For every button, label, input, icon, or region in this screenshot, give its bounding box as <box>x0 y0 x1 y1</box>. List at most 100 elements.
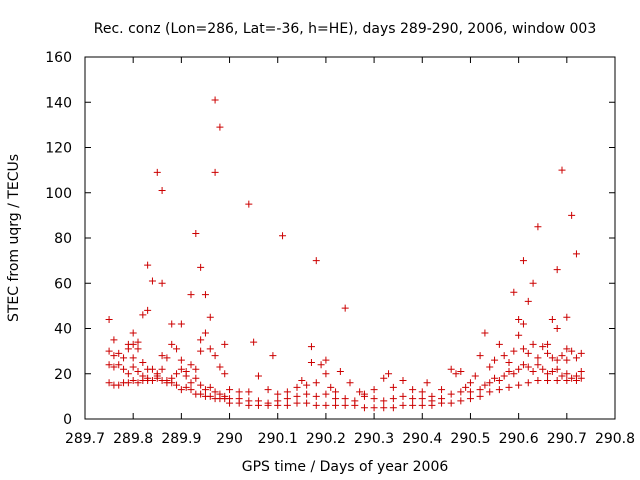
data-point <box>351 401 359 409</box>
data-point <box>544 377 552 385</box>
data-point <box>544 349 552 357</box>
data-point <box>399 377 407 385</box>
x-tick-label: 290.4 <box>402 431 442 447</box>
data-point <box>341 395 349 403</box>
data-point <box>481 329 489 337</box>
data-point <box>187 386 195 394</box>
data-point <box>134 379 142 387</box>
data-point <box>120 354 128 362</box>
data-point <box>491 356 499 364</box>
data-point <box>158 377 166 385</box>
data-point <box>409 401 417 409</box>
data-point <box>168 320 176 328</box>
data-point <box>577 367 585 375</box>
y-tick-label: 100 <box>45 186 72 202</box>
data-point <box>519 320 527 328</box>
y-tick-label: 40 <box>54 322 72 338</box>
data-point <box>409 386 417 394</box>
data-point <box>327 383 335 391</box>
x-tick-label: 290 <box>216 431 243 447</box>
data-point <box>211 352 219 360</box>
data-point <box>380 397 388 405</box>
data-point <box>370 395 378 403</box>
data-point <box>341 401 349 409</box>
data-point <box>298 377 306 385</box>
data-point <box>563 356 571 364</box>
data-point <box>568 347 576 355</box>
data-point <box>539 365 547 373</box>
data-point <box>418 395 426 403</box>
data-point <box>524 349 532 357</box>
data-point <box>254 372 262 380</box>
data-point <box>389 395 397 403</box>
y-tick-label: 160 <box>45 50 72 66</box>
data-point <box>553 356 561 364</box>
data-point <box>553 377 561 385</box>
data-point <box>182 372 190 380</box>
data-point <box>544 370 552 378</box>
y-tick-label: 60 <box>54 276 72 292</box>
data-point <box>380 374 388 382</box>
data-point <box>129 340 137 348</box>
axis-ticks <box>84 56 616 420</box>
data-point <box>129 377 137 385</box>
data-point <box>452 370 460 378</box>
x-tick-label: 290.3 <box>354 431 394 447</box>
data-point <box>438 399 446 407</box>
data-point <box>197 263 205 271</box>
y-axis-label: STEC from uqrg / TECUs <box>6 154 22 322</box>
data-point <box>577 374 585 382</box>
data-point <box>264 401 272 409</box>
data-point <box>303 399 311 407</box>
data-point <box>124 379 132 387</box>
data-point <box>197 347 205 355</box>
data-point <box>317 361 325 369</box>
data-point <box>221 370 229 378</box>
data-point <box>457 367 465 375</box>
data-point <box>409 395 417 403</box>
data-point <box>322 356 330 364</box>
data-point <box>505 358 513 366</box>
data-point <box>466 388 474 396</box>
data-point <box>572 377 580 385</box>
data-point <box>279 232 287 240</box>
data-point <box>201 329 209 337</box>
data-point <box>332 395 340 403</box>
data-point <box>500 372 508 380</box>
data-point <box>148 277 156 285</box>
data-point <box>529 279 537 287</box>
data-point <box>245 388 253 396</box>
data-point <box>505 367 513 375</box>
data-point <box>226 386 234 394</box>
data-point <box>187 379 195 387</box>
data-point <box>534 361 542 369</box>
data-point <box>124 370 132 378</box>
data-point <box>529 340 537 348</box>
data-point <box>177 365 185 373</box>
data-point <box>197 381 205 389</box>
data-point <box>428 401 436 409</box>
data-point <box>211 96 219 104</box>
x-tick-label: 290.2 <box>306 431 346 447</box>
data-point <box>177 356 185 364</box>
data-point <box>105 315 113 323</box>
data-point <box>216 123 224 131</box>
data-point <box>216 363 224 371</box>
data-point <box>206 383 214 391</box>
y-tick-label: 20 <box>54 367 72 383</box>
data-point <box>457 388 465 396</box>
data-point <box>563 313 571 321</box>
data-point <box>283 388 291 396</box>
data-point <box>139 311 147 319</box>
data-point <box>515 331 523 339</box>
data-point <box>534 223 542 231</box>
y-tick-label: 140 <box>45 95 72 111</box>
chart-title: Rec. conz (Lon=286, Lat=-36, h=HE), days… <box>94 21 596 37</box>
data-point <box>129 329 137 337</box>
data-point <box>476 392 484 400</box>
data-point <box>206 313 214 321</box>
data-point <box>206 392 214 400</box>
data-point <box>206 345 214 353</box>
data-point <box>548 367 556 375</box>
data-point <box>307 343 315 351</box>
